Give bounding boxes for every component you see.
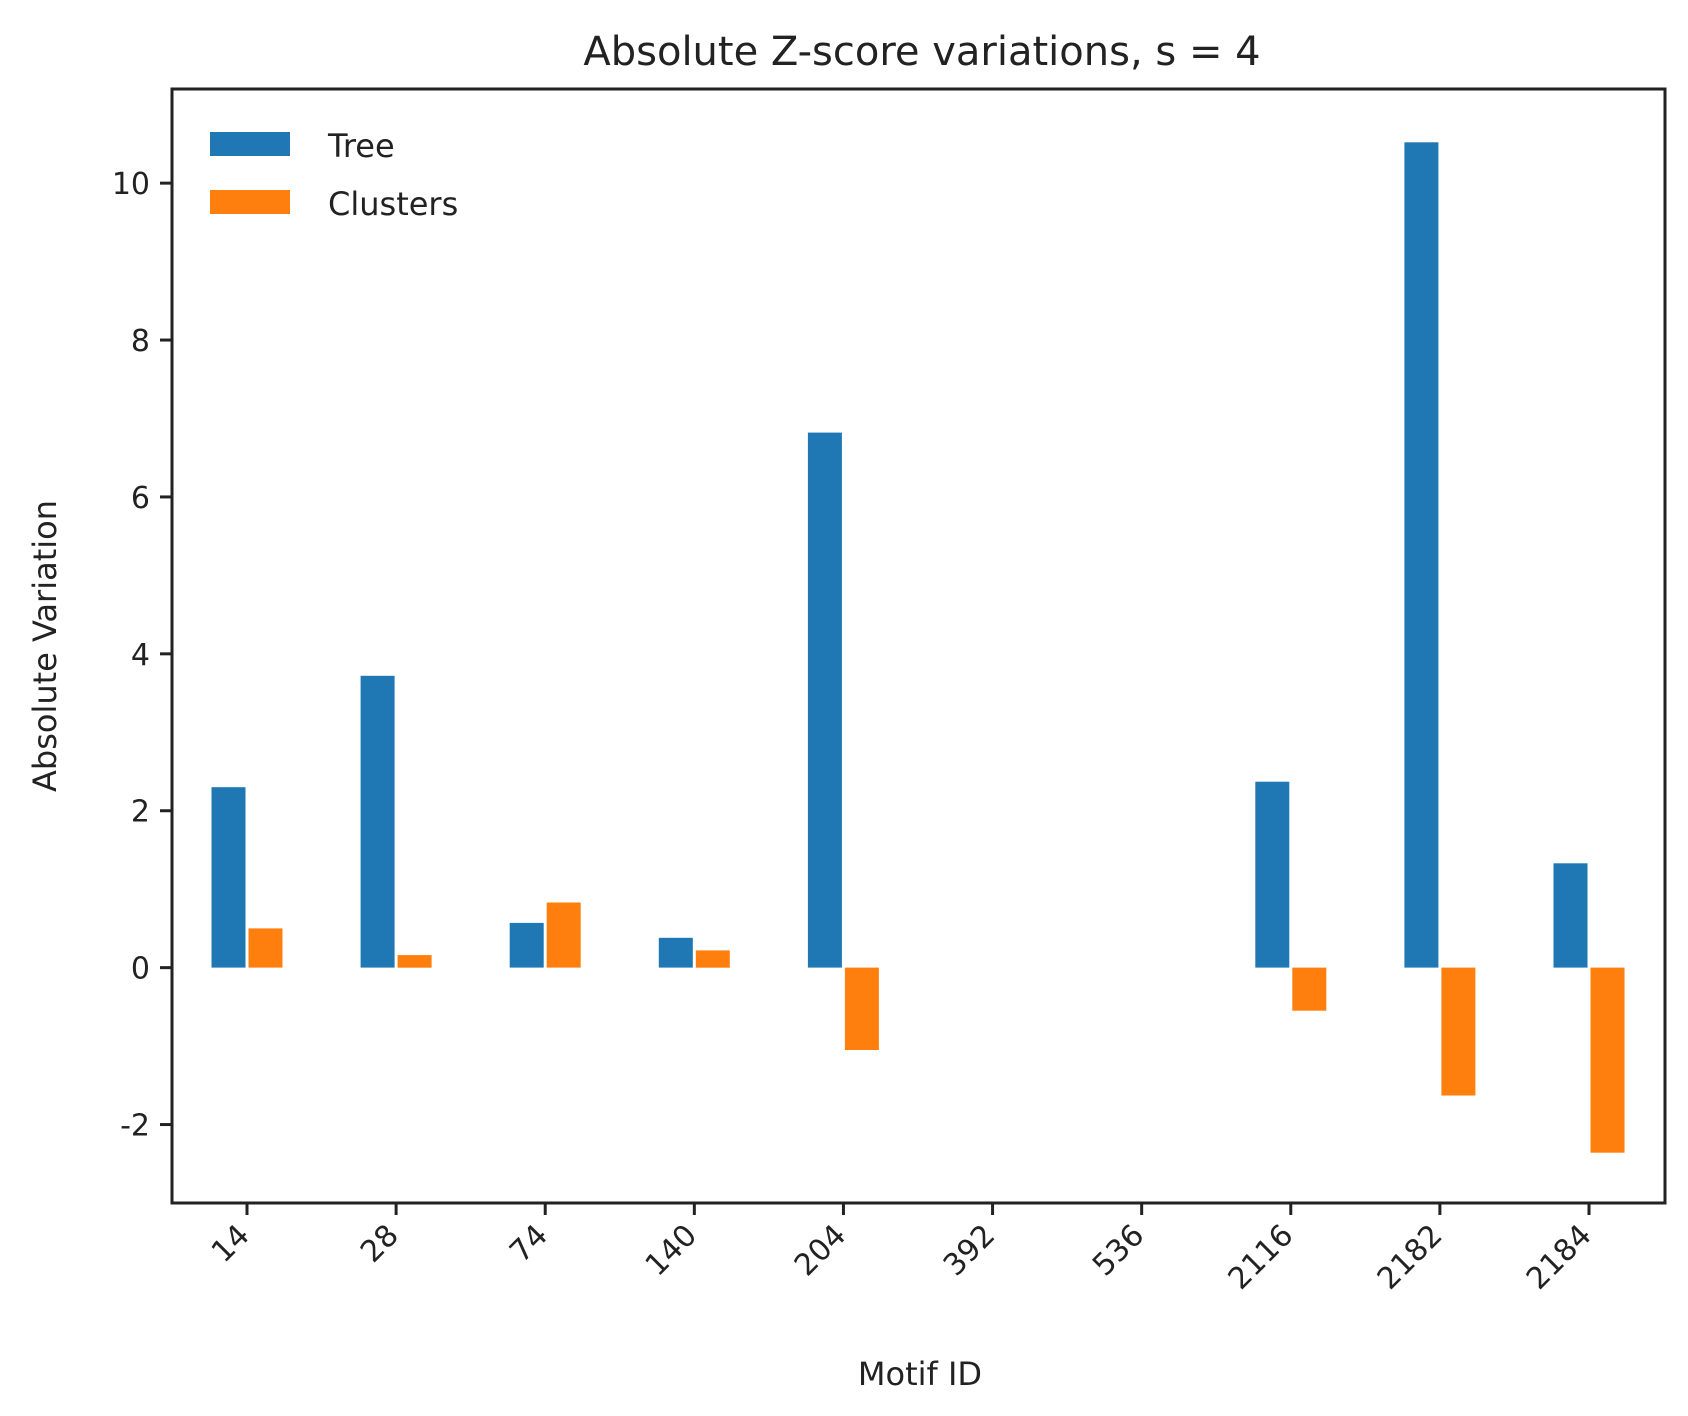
bar-clusters-140 [695,950,730,968]
bars-layer [211,142,1625,1153]
legend-swatch-clusters [210,190,290,214]
x-tick-label: 74 [503,1218,555,1270]
x-tick-label: 28 [354,1218,406,1270]
bar-tree-74 [509,922,544,968]
legend-label-tree: Tree [327,127,395,165]
x-tick-label: 14 [205,1218,257,1270]
bar-tree-28 [360,675,395,968]
bar-clusters-74 [546,902,581,968]
bar-clusters-2184 [1590,967,1625,1153]
y-tick-label: 10 [112,167,150,202]
bar-tree-2182 [1404,142,1439,968]
y-tick-label: 4 [131,638,150,673]
y-tick-label: 6 [131,481,150,516]
x-tick-label: 2116 [1222,1218,1301,1297]
x-axis-label: Motif ID [858,1355,982,1393]
x-tick-label: 204 [788,1218,853,1283]
y-tick-label: 2 [131,795,150,830]
bar-clusters-14 [248,928,283,968]
y-tick-label: 8 [131,324,150,359]
bar-clusters-2116 [1292,967,1327,1011]
x-axis: 14 28 74 140 204 392 536 2116 2182 2184 [205,1203,1599,1297]
x-tick-label: 2184 [1520,1218,1599,1297]
x-tick-label: 536 [1086,1218,1151,1283]
chart-title: Absolute Z-score variations, s = 4 [583,29,1260,75]
y-axis: -2 0 2 4 6 8 10 [112,167,172,1144]
bar-clusters-2182 [1441,967,1476,1096]
x-tick-label: 2182 [1371,1218,1450,1297]
legend-label-clusters: Clusters [328,185,458,223]
bar-tree-140 [658,937,693,968]
bar-tree-2184 [1553,863,1588,968]
bar-tree-2116 [1255,781,1290,968]
legend: Tree Clusters [210,127,458,223]
y-tick-label: -2 [120,1109,150,1144]
y-axis-label: Absolute Variation [26,500,64,792]
plot-frame [170,87,1667,1205]
legend-swatch-tree [210,132,290,156]
bar-tree-204 [807,432,842,968]
bar-tree-14 [211,787,246,968]
y-tick-label: 0 [131,952,150,987]
x-tick-label: 392 [937,1218,1002,1283]
bar-clusters-204 [844,967,879,1050]
bar-clusters-28 [397,955,432,968]
x-tick-label: 140 [639,1218,704,1283]
